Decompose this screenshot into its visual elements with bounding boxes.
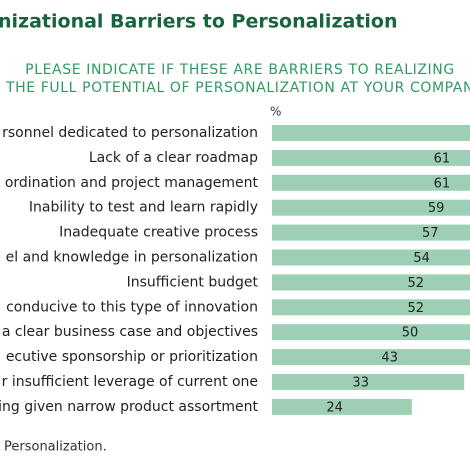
bar (272, 149, 470, 166)
category-label: ing given narrow product assortment (0, 399, 258, 415)
subtitle: THE FULL POTENTIAL OF PERSONALIZATION AT… (5, 80, 470, 96)
category-label: Lack of a clear roadmap (89, 150, 258, 166)
subtitle: PLEASE INDICATE IF THESE ARE BARRIERS TO… (25, 62, 455, 78)
value-label: 43 (381, 351, 398, 366)
bar (272, 324, 470, 341)
bar (272, 349, 470, 366)
category-label: Inability to test and learn rapidly (29, 200, 258, 216)
category-label: rsonnel dedicated to personalization (2, 125, 258, 141)
chart-title: nizational Barriers to Personalization (0, 11, 398, 33)
bar (272, 174, 470, 191)
unit-label: % (270, 105, 281, 119)
category-label: ordination and project management (5, 175, 259, 191)
value-label: 52 (408, 276, 425, 291)
category-label: r insufficient leverage of current one (2, 374, 258, 390)
value-label: 24 (326, 400, 343, 415)
bar (272, 125, 470, 141)
category-label: Inadequate creative process (59, 225, 258, 241)
value-label: 61 (434, 151, 451, 166)
value-label: 54 (413, 251, 430, 266)
bar (272, 299, 470, 316)
value-label: 50 (402, 326, 419, 341)
bar (272, 398, 412, 415)
value-label: 52 (408, 301, 425, 316)
value-label: 61 (434, 176, 451, 191)
bar (272, 274, 470, 291)
bar (272, 249, 470, 266)
category-label: el and knowledge in personalization (6, 250, 258, 266)
bar (272, 374, 465, 390)
category-label: a clear business case and objectives (2, 324, 258, 340)
category-label: conducive to this type of innovation (6, 299, 258, 315)
value-label: 33 (352, 376, 369, 391)
category-label: ecutive sponsorship or prioritization (6, 349, 258, 365)
bar (272, 199, 470, 216)
value-label: 59 (428, 201, 445, 216)
value-label: 57 (422, 226, 439, 241)
footnote: Personalization. (4, 440, 107, 455)
bar (272, 224, 470, 241)
category-label: Insufficient budget (127, 274, 259, 290)
